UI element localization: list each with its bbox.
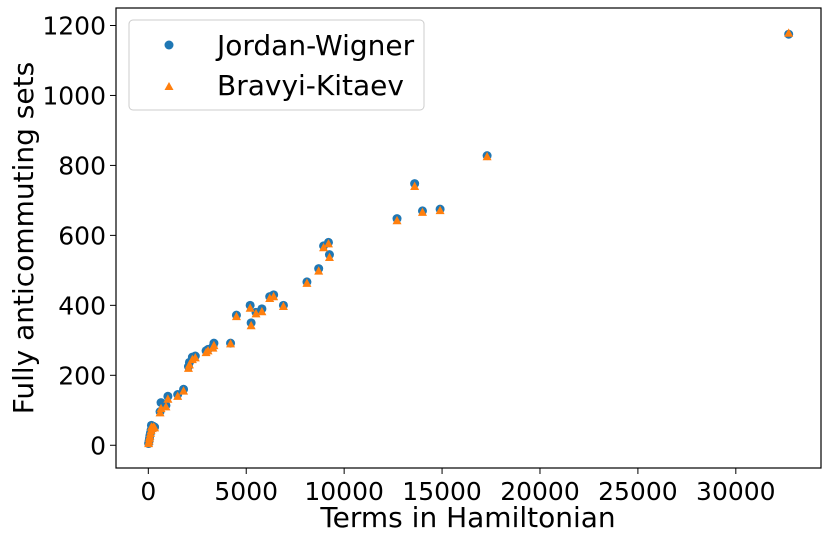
legend-label-bravyi-kitaev: Bravyi-Kitaev [217, 69, 404, 102]
y-tick-label: 200 [58, 361, 106, 390]
x-tick-label: 5000 [214, 477, 278, 506]
plot-marks [144, 28, 794, 449]
point-bravyi-kitaev [245, 303, 255, 312]
point-bravyi-kitaev [314, 266, 324, 275]
point-bravyi-kitaev [417, 207, 427, 216]
y-axis-label: Fully anticommuting sets [7, 62, 40, 414]
point-bravyi-kitaev [179, 386, 189, 395]
legend-label-jordan-wigner: Jordan-Wigner [215, 29, 415, 62]
x-tick-label: 15000 [402, 477, 482, 506]
point-bravyi-kitaev [231, 311, 241, 321]
point-bravyi-kitaev [190, 353, 200, 362]
point-bravyi-kitaev [482, 151, 492, 161]
y-tick-label: 0 [90, 431, 106, 460]
point-bravyi-kitaev [163, 394, 173, 403]
x-tick-label: 10000 [304, 477, 384, 506]
y-tick-label: 600 [58, 221, 106, 250]
point-bravyi-kitaev [323, 238, 333, 248]
y-tick-label: 1200 [42, 11, 106, 40]
plot-frame [115, 7, 822, 469]
point-bravyi-kitaev [150, 422, 160, 432]
legend-marker-jordan-wigner [164, 40, 174, 50]
point-bravyi-kitaev [161, 401, 171, 411]
point-bravyi-kitaev [173, 391, 183, 400]
x-tick-label: 30000 [696, 477, 776, 506]
point-bravyi-kitaev [269, 291, 279, 301]
point-bravyi-kitaev [246, 320, 256, 330]
point-bravyi-kitaev [324, 252, 334, 262]
axis-ticks: 0 5000 10000 15000 20000 25000 30000 0 200 400 600… [42, 11, 775, 506]
y-tick-label: 1000 [42, 81, 106, 110]
x-axis-label: Terms in Hamiltonian [319, 501, 615, 534]
point-bravyi-kitaev [410, 181, 420, 190]
legend-marker-bravyi-kitaev [164, 82, 174, 90]
y-tick-label: 400 [58, 291, 106, 320]
point-bravyi-kitaev [209, 340, 219, 350]
point-bravyi-kitaev [435, 205, 445, 215]
legend: Jordan-Wigner Bravyi-Kitaev [128, 19, 425, 111]
legend-box [128, 19, 425, 111]
x-tick-label: 0 [140, 477, 156, 506]
point-bravyi-kitaev [184, 360, 194, 369]
point-bravyi-kitaev [257, 306, 267, 316]
x-tick-label: 25000 [598, 477, 678, 506]
point-bravyi-kitaev [226, 339, 236, 348]
x-tick-label: 20000 [500, 477, 580, 506]
point-bravyi-kitaev [278, 301, 288, 310]
point-bravyi-kitaev [784, 28, 794, 37]
point-bravyi-kitaev [392, 215, 402, 225]
y-tick-label: 800 [58, 151, 106, 180]
point-bravyi-kitaev [319, 242, 329, 252]
point-bravyi-kitaev [302, 278, 312, 287]
point-bravyi-kitaev [203, 346, 213, 355]
